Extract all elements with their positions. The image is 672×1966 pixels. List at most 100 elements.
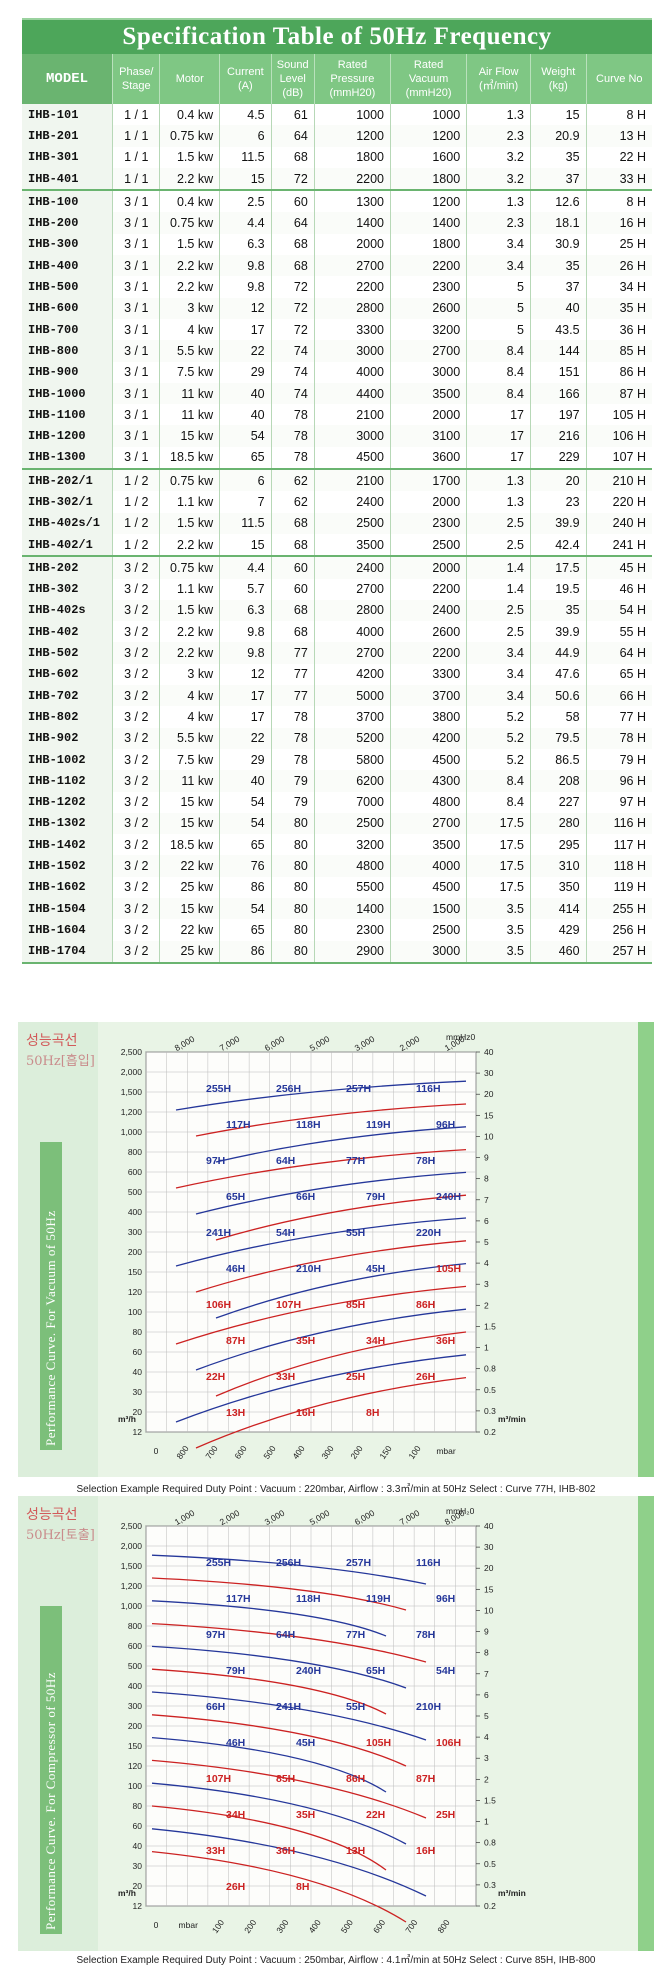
spec-cell: 36 H	[585, 318, 652, 341]
spec-cell: 2400	[389, 599, 467, 622]
spec-cell: 1.5 kw	[159, 146, 220, 168]
spec-cell: 37	[529, 276, 587, 298]
spec-cell: 2900	[313, 940, 391, 964]
curve-label: 34H	[226, 1809, 245, 1821]
curve-label: 33H	[206, 1845, 225, 1857]
spec-cell: 65	[219, 834, 272, 856]
model-cell: IHB-1602	[22, 876, 113, 898]
left-tick-label: 300	[128, 1227, 142, 1237]
performance-curve	[151, 1782, 407, 1845]
spec-cell: 119 H	[585, 876, 652, 898]
spec-cell: 3500	[389, 834, 467, 856]
spec-cell: 17	[466, 446, 531, 470]
bottom-tick-label: 200	[242, 1917, 258, 1935]
bottom-tick-label: 0	[154, 1920, 159, 1930]
spec-cell: 5200	[313, 727, 391, 749]
top-tick-label: 5,000	[308, 1508, 332, 1527]
spec-cell: 60	[270, 189, 315, 213]
left-tick-label: 100	[128, 1307, 142, 1317]
spec-cell: 15 kw	[159, 425, 220, 447]
spec-cell: 3000	[389, 361, 467, 383]
compressor-caption: Selection Example Required Duty Point : …	[76, 1955, 596, 1966]
spec-cell: 9.8	[219, 255, 272, 277]
spec-cell: 3.4	[466, 255, 531, 277]
left-tick-label: 600	[128, 1167, 142, 1177]
spec-cell: 0.4 kw	[159, 104, 220, 126]
spec-cell: 429	[529, 919, 587, 941]
spec-cell: 2.5	[466, 512, 531, 534]
header-cell: Weight (kg)	[529, 54, 587, 104]
spec-cell: 257 H	[585, 940, 652, 964]
spec-cell: 65	[219, 919, 272, 941]
spec-cell: 3000	[389, 940, 467, 964]
spec-cell: 4500	[389, 748, 467, 771]
spec-cell: 414	[529, 897, 587, 920]
spec-cell: 22 kw	[159, 855, 220, 877]
spec-cell: 8.4	[466, 770, 531, 792]
right-tick-label: 6	[484, 1690, 489, 1700]
spec-cell: 15 kw	[159, 812, 220, 835]
spec-cell: 50.6	[529, 685, 587, 707]
spec-cell: 6200	[313, 770, 391, 792]
spec-cell: 3 / 2	[112, 770, 160, 792]
spec-cell: 3 / 1	[112, 189, 160, 213]
curve-label: 210H	[296, 1263, 321, 1275]
spec-cell: 4500	[389, 876, 467, 898]
spec-cell: 2500	[313, 812, 391, 835]
left-tick-label: 1,500	[121, 1087, 143, 1097]
spec-cell: 65	[219, 446, 272, 470]
spec-cell: 47.6	[529, 663, 587, 686]
top-tick-label: 1,000	[173, 1508, 197, 1527]
curve-label: 107H	[276, 1299, 301, 1311]
spec-cell: 7	[219, 491, 272, 513]
spec-cell: 2.3	[466, 125, 531, 147]
spec-cell: 43.5	[529, 318, 587, 341]
spec-cell: 197	[529, 404, 587, 426]
spec-cell: 1800	[389, 167, 467, 191]
spec-cell: 22	[219, 727, 272, 749]
spec-cell: 15	[529, 104, 587, 126]
spec-cell: 29	[219, 748, 272, 771]
spec-cell: 208	[529, 770, 587, 792]
spec-cell: 6	[219, 468, 272, 492]
left-tick-label: 400	[128, 1207, 142, 1217]
model-cell: IHB-402	[22, 621, 113, 643]
spec-title: Specification Table of 50Hz Frequency	[22, 18, 652, 54]
spec-cell: 6.3	[219, 599, 272, 622]
spec-cell: 78	[270, 425, 315, 447]
curve-label: 106H	[436, 1737, 461, 1749]
spec-cell: 3300	[389, 663, 467, 686]
spec-cell: 22 H	[585, 146, 652, 168]
curve-label: 79H	[226, 1665, 245, 1677]
spec-cell: 3 / 2	[112, 727, 160, 749]
spec-cell: 4400	[313, 382, 391, 405]
spec-cell: 3 / 2	[112, 621, 160, 643]
spec-cell: 1400	[313, 897, 391, 920]
right-tick-label: 30	[484, 1542, 494, 1552]
spec-cell: 3 / 1	[112, 446, 160, 470]
spec-cell: 54	[219, 897, 272, 920]
spec-cell: 2.2 kw	[159, 642, 220, 664]
right-tick-label: 40	[484, 1521, 494, 1531]
spec-cell: 18.1	[529, 212, 587, 234]
table-row: IHB-101 1 / 1 0.4 kw 4.5 61 1000 1000 1.3 15 8 H	[22, 104, 652, 126]
spec-cell: 3 / 2	[112, 940, 160, 964]
spec-cell: 15	[219, 167, 272, 191]
spec-cell: 78	[270, 727, 315, 749]
spec-cell: 1.4	[466, 578, 531, 600]
spec-cell: 295	[529, 834, 587, 856]
curve-label: 240H	[436, 1191, 461, 1203]
right-tick-label: 3	[484, 1279, 489, 1289]
bottom-tick-label: 600	[371, 1917, 387, 1935]
table-row: IHB-1000 3 / 1 11 kw 40 74 4400 3500 8.4 166 87 H	[22, 382, 652, 405]
right-tick-label: 40	[484, 1047, 494, 1057]
model-cell: IHB-1300	[22, 446, 113, 470]
spec-cell: 117 H	[585, 834, 652, 856]
curve-label: 105H	[366, 1737, 391, 1749]
spec-cell: 1800	[389, 233, 467, 256]
spec-cell: 9.8	[219, 621, 272, 643]
table-row: IHB-1200 3 / 1 15 kw 54 78 3000 3100 17 216 106 H	[22, 425, 652, 447]
spec-cell: 2700	[313, 642, 391, 664]
